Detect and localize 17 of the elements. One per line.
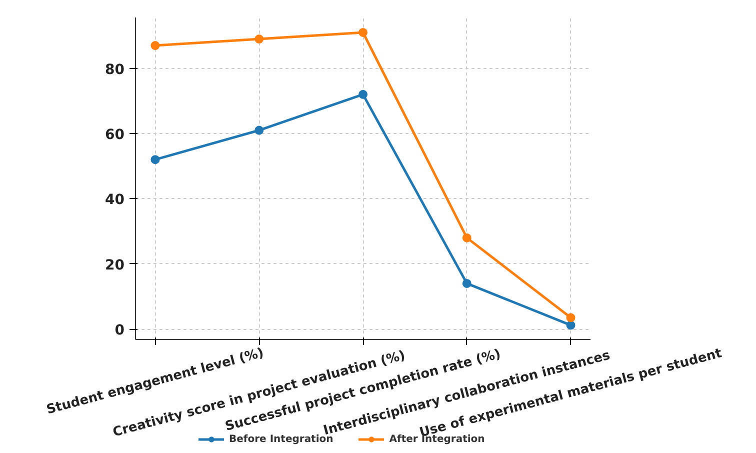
y-tick-label: 0 bbox=[114, 322, 125, 339]
point bbox=[462, 278, 472, 288]
y-tick-label: 20 bbox=[105, 257, 125, 274]
y-tick-label: 60 bbox=[105, 127, 125, 144]
legend-label: Before Integration bbox=[229, 434, 334, 444]
point bbox=[150, 41, 160, 50]
point bbox=[254, 126, 264, 135]
y-tick-label: 40 bbox=[105, 192, 125, 208]
point bbox=[358, 28, 368, 37]
point bbox=[150, 155, 160, 164]
point bbox=[566, 320, 576, 330]
point bbox=[462, 233, 472, 242]
y-tick-label: 80 bbox=[105, 62, 125, 78]
point bbox=[358, 90, 368, 99]
point bbox=[566, 313, 576, 322]
point bbox=[254, 34, 264, 44]
legend-label: After Integration bbox=[389, 434, 485, 444]
